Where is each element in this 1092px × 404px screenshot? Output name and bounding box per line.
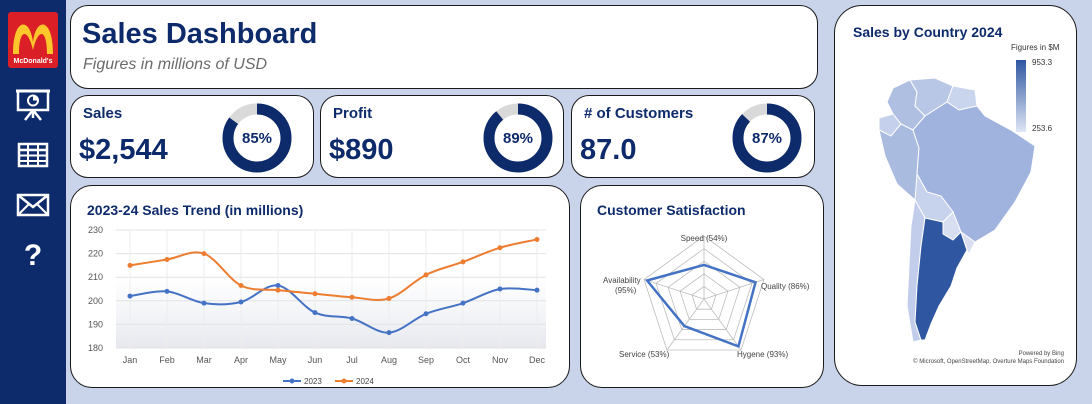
y-tick-label: 230 (88, 225, 103, 235)
y-tick-label: 220 (88, 249, 103, 259)
data-point-2023 (275, 282, 281, 288)
page-subtitle: Figures in millions of USD (83, 56, 268, 73)
legend-label: 2024 (356, 377, 374, 386)
map-legend-min: 253.6 (1032, 124, 1053, 133)
radar-series-polygon (644, 263, 758, 349)
map-region-argentina (914, 217, 968, 341)
page-title: Sales Dashboard (82, 18, 318, 50)
legend-label: 2023 (304, 377, 322, 386)
data-point-2024 (423, 272, 429, 278)
kpi-label: # of Customers (584, 105, 694, 122)
svg-text:?: ? (24, 239, 42, 270)
x-tick-label: Jun (308, 355, 323, 365)
sidebar: McDonald's ? (0, 0, 66, 404)
x-tick-label: Nov (492, 355, 509, 365)
donut-progress-arc (732, 103, 802, 173)
data-point-2023 (127, 293, 133, 299)
map-attribution-copyright: © Microsoft, OpenStreetMap, Overture Map… (913, 359, 1064, 365)
x-tick-label: Apr (234, 355, 248, 365)
south-america-map[interactable] (835, 6, 1077, 386)
data-point-2024 (201, 251, 207, 257)
map-card: Sales by Country 2024 Figures in $M 953.… (834, 5, 1077, 386)
data-point-2024 (460, 259, 466, 265)
data-point-2024 (497, 245, 503, 251)
kpi-donut-label: 89% (502, 129, 534, 147)
data-point-2023 (497, 286, 503, 292)
kpi-donut (732, 103, 802, 173)
radar-axis-label: Speed (54%) (681, 234, 728, 243)
data-point-2024 (164, 257, 170, 262)
y-tick-label: 190 (88, 319, 103, 329)
data-point-2024 (534, 236, 540, 242)
satisfaction-card: Customer Satisfaction Speed (54%) Quality… (580, 185, 824, 388)
data-point-2023 (534, 287, 540, 293)
help-icon[interactable]: ? (13, 236, 53, 270)
kpi-value: $2,544 (79, 134, 168, 166)
kpi-label: Profit (333, 105, 373, 122)
donut-progress-arc (222, 103, 292, 173)
data-point-2024 (275, 287, 281, 293)
radar-chart-title: Customer Satisfaction (597, 202, 746, 218)
data-point-2023 (312, 310, 318, 316)
x-tick-label: Aug (381, 355, 397, 365)
trend-chart-title: 2023-24 Sales Trend (in millions) (87, 202, 304, 218)
data-point-2023 (386, 330, 392, 336)
x-tick-label: Oct (456, 355, 471, 365)
y-tick-label: 180 (88, 343, 103, 353)
x-tick-label: May (269, 355, 287, 365)
map-title: Sales by Country 2024 (853, 24, 1003, 40)
map-region-uruguay (960, 230, 976, 256)
donut-progress-arc (483, 103, 553, 173)
data-point-2024 (127, 262, 133, 268)
mail-icon[interactable] (13, 188, 53, 222)
map-legend-scale (1016, 60, 1026, 132)
data-point-2023 (423, 311, 429, 317)
x-tick-label: Dec (529, 355, 546, 365)
map-attribution-bing: Powered by Bing (1018, 351, 1064, 357)
kpi-card-profit: Profit $890 89% (320, 95, 564, 178)
series-line-2023 (129, 284, 538, 334)
radar-axis-label: Quality (86%) (761, 282, 810, 291)
radar-axis-label: (95%) (615, 286, 637, 295)
x-tick-label: Feb (159, 355, 175, 365)
data-point-2023 (349, 316, 355, 321)
mcdonalds-logo: McDonald's (8, 12, 58, 68)
data-point-2024 (386, 295, 392, 301)
data-point-2023 (164, 288, 170, 294)
data-point-2024 (238, 282, 244, 288)
kpi-label: Sales (83, 105, 123, 122)
radar-chart: Speed (54%) Quality (86%) Hygene (93%) Serv… (603, 234, 810, 359)
radar-axis-label: Availability (603, 276, 641, 285)
data-point-2024 (349, 294, 355, 300)
radar-axis-label: Service (53%) (619, 350, 670, 359)
kpi-card-customers: # of Customers 87.0 87% (571, 95, 815, 178)
x-tick-label: Jul (346, 355, 358, 365)
data-point-2024 (312, 291, 318, 297)
x-tick-label: Jan (123, 355, 138, 365)
y-tick-label: 200 (88, 296, 103, 306)
map-legend-max: 953.3 (1032, 58, 1053, 67)
x-tick-label: Sep (418, 355, 434, 365)
table-icon[interactable] (13, 138, 53, 172)
data-point-2023 (460, 300, 466, 306)
kpi-card-sales: Sales $2,544 85% (70, 95, 314, 178)
data-point-2023 (201, 300, 207, 306)
kpi-value: 87.0 (580, 134, 637, 166)
svg-text:McDonald's: McDonald's (13, 58, 52, 65)
radar-axis-label: Hygene (93%) (737, 350, 788, 359)
series-line-2024 (129, 238, 538, 301)
map-legend-title: Figures in $M (1011, 43, 1060, 52)
kpi-donut-label: 85% (241, 129, 273, 147)
kpi-donut (222, 103, 292, 173)
trend-chart: 180 190 200 210 220 230 Jan Feb Mar Apr May Jun Jul A… (88, 225, 546, 386)
presentation-icon[interactable] (13, 88, 53, 122)
y-tick-label: 210 (88, 272, 103, 282)
data-point-2023 (238, 299, 244, 305)
kpi-donut (483, 103, 553, 173)
x-tick-label: Mar (196, 355, 212, 365)
title-card: Sales Dashboard Figures in millions of U… (70, 5, 818, 89)
sales-trend-card: 2023-24 Sales Trend (in millions) 180 190… (70, 185, 570, 388)
kpi-value: $890 (329, 134, 394, 166)
kpi-donut-label: 87% (751, 129, 783, 147)
